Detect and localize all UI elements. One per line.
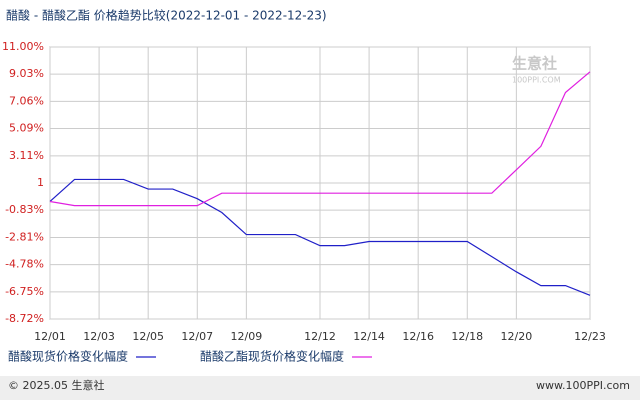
y-tick-label: 9.03% <box>9 67 44 80</box>
series-line <box>49 71 591 207</box>
x-tick-label: 12/09 <box>231 330 263 343</box>
y-tick-label: -2.81% <box>5 230 44 243</box>
watermark-sub: 100PPI.COM <box>512 76 561 85</box>
x-tick-label: 12/07 <box>181 330 213 343</box>
legend-label: 醋酸乙酯现货价格变化幅度 <box>200 349 344 364</box>
x-tick-label: 12/05 <box>132 330 164 343</box>
x-tick-label: 12/20 <box>501 330 533 343</box>
y-tick-label: -6.75% <box>5 285 44 298</box>
legend-label: 醋酸现货价格变化幅度 <box>8 349 128 364</box>
series-line <box>49 178 591 296</box>
x-tick-label: 12/23 <box>574 330 606 343</box>
chart-title: 醋酸 - 醋酸乙酯 价格趋势比较(2022-12-01 - 2022-12-23… <box>6 8 327 23</box>
y-tick-label: -0.83% <box>5 203 44 216</box>
x-tick-label: 12/18 <box>451 330 483 343</box>
x-tick-label: 12/03 <box>83 330 115 343</box>
y-tick-label: 5.09% <box>9 122 44 135</box>
y-tick-label: 3.11% <box>9 149 44 162</box>
x-tick-label: 12/14 <box>353 330 385 343</box>
y-tick-label: 7.06% <box>9 94 44 107</box>
y-tick-label: 11.00% <box>2 40 44 53</box>
footer-bar <box>0 376 640 400</box>
y-tick-label: 1 <box>37 176 44 189</box>
x-tick-label: 12/12 <box>304 330 336 343</box>
x-tick-label: 12/01 <box>34 330 66 343</box>
x-tick-label: 12/16 <box>402 330 434 343</box>
footer-right: www.100PPI.com <box>536 379 630 392</box>
watermark: 生意社 <box>512 55 557 73</box>
y-tick-label: -8.72% <box>5 312 44 325</box>
y-tick-label: -4.78% <box>5 258 44 271</box>
footer-left: © 2025.05 生意社 <box>8 378 104 392</box>
